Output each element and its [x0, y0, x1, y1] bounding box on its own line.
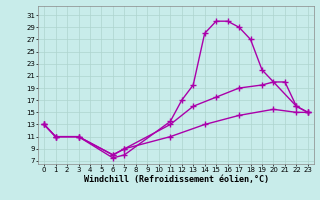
X-axis label: Windchill (Refroidissement éolien,°C): Windchill (Refroidissement éolien,°C) — [84, 175, 268, 184]
